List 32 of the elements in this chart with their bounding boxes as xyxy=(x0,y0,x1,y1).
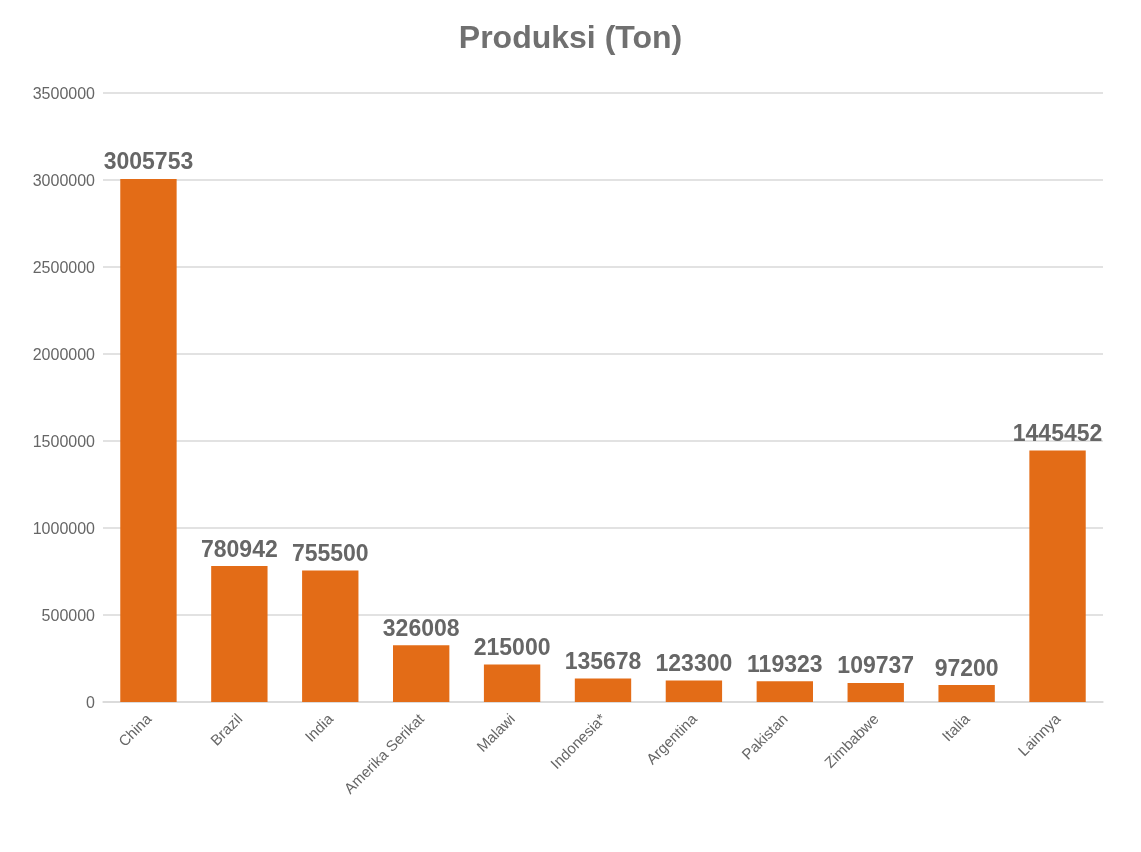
data-label: 119323 xyxy=(747,650,823,677)
bar xyxy=(211,566,268,702)
bar xyxy=(1029,450,1086,702)
data-label: 3005753 xyxy=(103,148,194,175)
bar xyxy=(393,645,450,702)
data-label: 135678 xyxy=(564,647,642,674)
bar xyxy=(756,681,813,702)
y-tick-label: 0 xyxy=(86,693,96,711)
chart-title: Produksi (Ton) xyxy=(458,19,683,55)
bar xyxy=(574,678,632,702)
y-tick-label: 3000000 xyxy=(32,171,96,189)
y-tick-label: 1500000 xyxy=(32,432,96,450)
bar xyxy=(847,682,904,702)
bar xyxy=(302,570,359,702)
data-label: 123300 xyxy=(655,650,733,677)
data-label: 326008 xyxy=(382,614,460,641)
y-tick-label: 2500000 xyxy=(32,258,96,276)
bar xyxy=(120,179,177,702)
data-label: 1445452 xyxy=(1012,419,1103,446)
bar xyxy=(483,664,541,702)
y-tick-label: 3500000 xyxy=(32,84,96,102)
data-label: 755500 xyxy=(291,540,369,567)
bar xyxy=(938,685,995,702)
data-label: 215000 xyxy=(473,634,551,661)
x-tick-label: Italia xyxy=(938,709,974,745)
data-label: 97200 xyxy=(934,654,999,681)
y-tick-label: 500000 xyxy=(41,606,96,624)
bar xyxy=(665,680,723,702)
y-tick-label: 1000000 xyxy=(32,519,96,537)
data-label: 109737 xyxy=(837,652,915,679)
data-label: 780942 xyxy=(200,535,278,562)
y-tick-label: 2000000 xyxy=(32,345,96,363)
